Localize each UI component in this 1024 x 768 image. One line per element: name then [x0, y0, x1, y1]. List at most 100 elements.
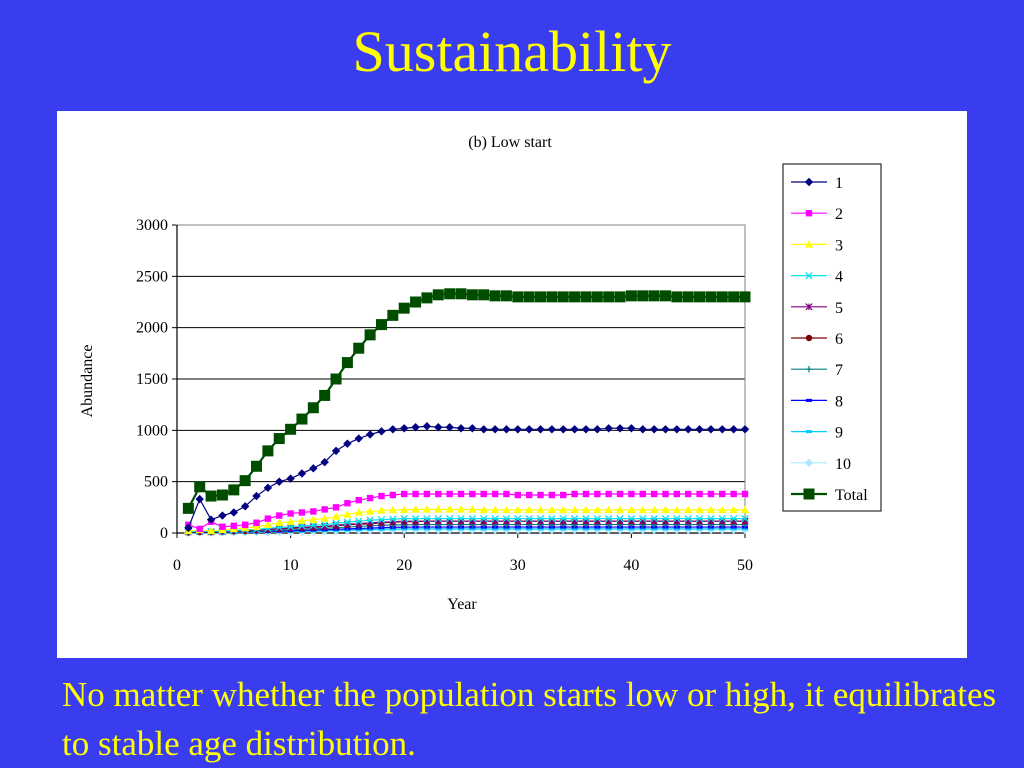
series-1-point — [240, 502, 250, 511]
series-3-point — [706, 505, 716, 514]
series-4-point — [309, 521, 317, 529]
series-2-point — [730, 490, 737, 498]
series-2-point — [264, 515, 272, 522]
series-4-point — [695, 514, 704, 523]
x-tick-label: 0 — [173, 557, 181, 574]
series-4-point — [491, 514, 499, 523]
series-1-point — [377, 427, 386, 436]
legend-label: 2 — [835, 206, 843, 223]
legend-swatch-marker — [805, 303, 813, 311]
legend-item: Total — [791, 487, 868, 504]
series-1-point — [570, 425, 579, 434]
y-tick-label: 3000 — [136, 217, 168, 234]
series-3-point — [695, 505, 704, 514]
series-9-point — [435, 527, 442, 531]
series-total-point — [500, 290, 512, 302]
series-4-point — [673, 514, 681, 523]
y-tick-label: 2500 — [136, 268, 168, 285]
series-3-point — [559, 505, 568, 514]
series-9-point — [492, 527, 499, 531]
series-3-point — [581, 505, 591, 514]
series-1-point — [593, 425, 602, 434]
series-total-point — [546, 291, 558, 303]
series-3-point — [400, 505, 409, 514]
x-tick-label: 20 — [396, 557, 412, 574]
series-4-point — [411, 514, 420, 523]
series-total-point — [739, 291, 751, 303]
series-9-point — [571, 527, 578, 531]
series-1-point — [252, 491, 261, 501]
series-2-point — [321, 506, 328, 513]
series-9-point — [742, 527, 748, 531]
y-tick-label: 1500 — [136, 371, 168, 388]
series-1-point — [343, 439, 352, 448]
series-4-point — [639, 514, 647, 523]
series-1-point — [456, 424, 466, 433]
series-9-point — [548, 527, 555, 531]
series-2-point — [571, 490, 578, 498]
series-total-point — [728, 291, 740, 303]
series-1-point — [729, 425, 738, 434]
legend-swatch-marker — [806, 398, 812, 402]
series-1-line — [187, 425, 745, 529]
series-total-point — [535, 291, 547, 303]
series-2-point — [276, 512, 283, 519]
series-2-point — [435, 490, 442, 498]
series-2-point — [298, 509, 306, 516]
series-3-point — [206, 526, 216, 535]
series-total-point — [523, 291, 535, 303]
series-4-point — [389, 515, 397, 523]
series-1-point — [502, 425, 511, 434]
series-3-point — [638, 505, 647, 514]
series-total-point — [569, 291, 581, 303]
series-2-point — [616, 490, 624, 498]
series-total-point — [625, 290, 637, 302]
series-1-point — [513, 425, 522, 434]
series-2-point — [412, 490, 419, 498]
series-4-point — [423, 514, 431, 523]
series-1-point — [627, 424, 636, 433]
series-4-point — [741, 514, 749, 523]
series-9-point — [605, 527, 612, 531]
series-1-point — [695, 425, 704, 434]
series-1-point — [684, 425, 693, 434]
series-1-point — [559, 425, 568, 434]
series-total-point — [251, 460, 263, 472]
series-9-point — [719, 527, 726, 531]
legend-label: 8 — [835, 393, 843, 410]
series-1-point — [388, 425, 398, 434]
series-4-point — [684, 514, 692, 523]
series-1-point — [524, 425, 534, 434]
series-9-point — [458, 527, 464, 531]
series-2-point — [253, 519, 260, 526]
series-3-point — [524, 505, 534, 514]
series-4-point — [605, 514, 613, 523]
series-total-line — [187, 292, 745, 509]
legend-item: 1 — [791, 175, 843, 192]
series-3-point — [354, 508, 363, 516]
series-9-point — [696, 527, 703, 531]
legend-swatch-marker — [805, 271, 813, 280]
series-1-point — [638, 425, 647, 434]
series-4-point — [468, 514, 477, 523]
abundance-line-chart: (b) Low start Year Abundance 05001000150… — [79, 134, 882, 613]
series-4-point — [570, 514, 579, 523]
series-2-point — [537, 491, 544, 499]
series-5-point — [286, 524, 295, 532]
series-2-point — [366, 494, 374, 502]
series-total-point — [353, 342, 365, 354]
series-3-point — [729, 505, 738, 514]
series-9-point — [651, 527, 658, 531]
series-1-point — [547, 425, 557, 434]
series-9-point — [628, 527, 635, 531]
series-3-point — [411, 505, 420, 513]
legend-label: 3 — [835, 237, 843, 254]
series-2-point — [650, 490, 658, 498]
series-3-point — [661, 505, 670, 514]
series-4-point — [514, 514, 522, 523]
series-4-point — [321, 521, 329, 529]
series-total-point — [375, 319, 387, 331]
series-3-point — [468, 505, 477, 513]
series-3-point — [343, 510, 352, 518]
series-total-point — [557, 291, 569, 303]
